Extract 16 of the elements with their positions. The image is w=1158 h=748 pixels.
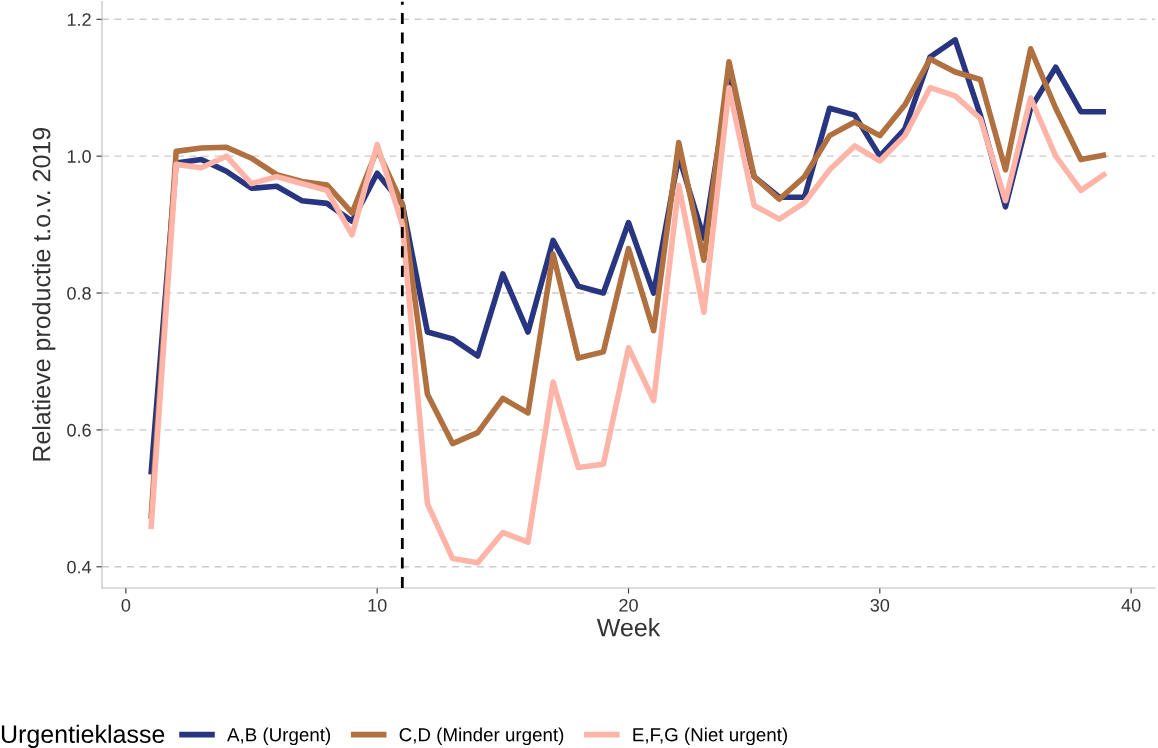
x-tick-label: 0 (121, 598, 131, 612)
x-tick-label: 20 (619, 598, 638, 612)
legend-label: E,F,G (Niet urgent) (633, 727, 787, 746)
y-axis-title: Relatieve productie t.o.v. 2019 (32, 127, 56, 461)
x-tick-label: 40 (1121, 598, 1141, 612)
y-tick-label: 0.8 (67, 286, 91, 300)
y-tick-label: 1.0 (67, 150, 91, 163)
y-tick-label: 1.2 (67, 13, 91, 26)
y-tick-label: 0.6 (67, 423, 91, 437)
legend-label: C,D (Minder urgent) (399, 727, 564, 746)
x-axis-title: Week (596, 618, 661, 637)
x-tick-label: 30 (870, 598, 890, 612)
legend-title: Urgentieklasse (1, 724, 165, 748)
legend-label: A,B (Urgent) (227, 727, 331, 746)
x-tick-label: 10 (368, 598, 387, 612)
y-tick-label: 0.4 (67, 560, 92, 574)
